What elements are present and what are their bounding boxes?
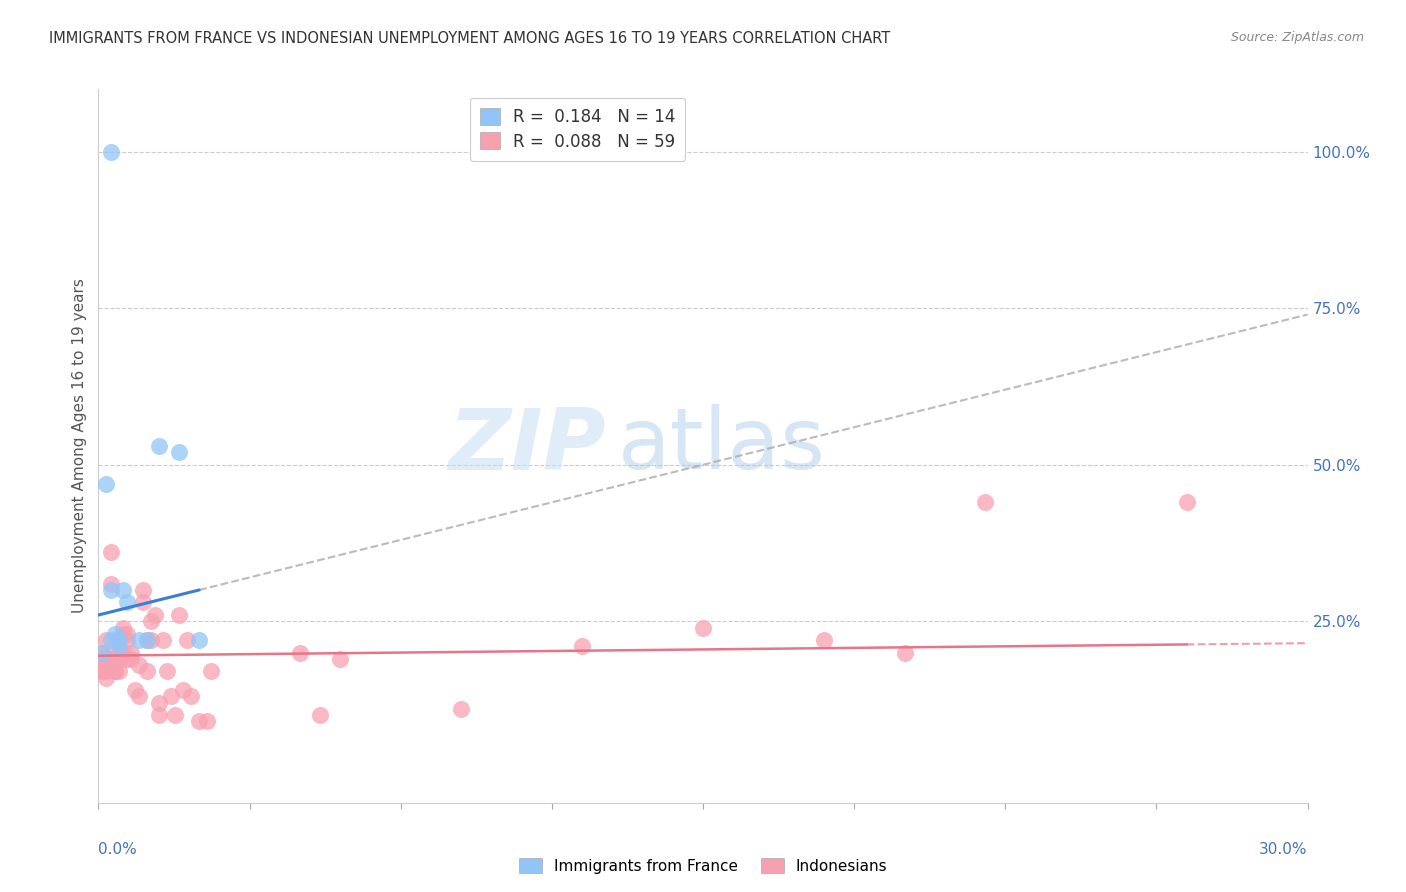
Point [974,495,997,509]
Point [167,607,190,622]
Point [120,646,142,660]
Point [107,640,129,654]
Point [143,607,166,622]
Point [1175,495,1198,509]
Point [813,633,835,648]
Point [692,621,714,635]
Point [148,708,170,723]
Point [139,614,162,628]
Point [115,633,138,648]
Point [128,633,150,648]
Point [103,665,125,679]
Point [124,683,146,698]
Point [115,595,138,609]
Point [115,652,138,666]
Point [195,714,218,729]
Point [111,646,134,660]
Point [96,476,118,491]
Point [91,665,114,679]
Point [100,576,122,591]
Point [139,633,162,648]
Point [100,646,122,660]
Text: ZIP: ZIP [449,404,606,488]
Point [100,145,122,159]
Point [163,708,186,723]
Point [107,652,129,666]
Point [100,545,122,559]
Point [329,652,352,666]
Point [128,690,150,704]
Point [107,633,129,648]
Point [107,646,129,660]
Point [188,714,211,729]
Point [111,627,134,641]
Point [176,633,198,648]
Text: atlas: atlas [619,404,827,488]
Point [107,633,129,648]
Point [152,633,174,648]
Text: 30.0%: 30.0% [1260,842,1308,857]
Point [91,658,114,673]
Point [100,633,122,648]
Point [135,665,157,679]
Point [128,658,150,673]
Point [120,652,142,666]
Legend: R =  0.184   N = 14, R =  0.088   N = 59: R = 0.184 N = 14, R = 0.088 N = 59 [470,97,685,161]
Point [309,708,332,723]
Point [100,582,122,597]
Text: 0.0%: 0.0% [98,842,138,857]
Point [96,633,118,648]
Point [188,633,211,648]
Point [180,690,202,704]
Text: IMMIGRANTS FROM FRANCE VS INDONESIAN UNEMPLOYMENT AMONG AGES 16 TO 19 YEARS CORR: IMMIGRANTS FROM FRANCE VS INDONESIAN UNE… [49,31,890,46]
Point [103,652,125,666]
Point [571,640,593,654]
Point [148,439,170,453]
Y-axis label: Unemployment Among Ages 16 to 19 years: Unemployment Among Ages 16 to 19 years [72,278,87,614]
Point [96,652,118,666]
Point [111,621,134,635]
Point [148,696,170,710]
Point [111,582,134,597]
Point [288,646,311,660]
Point [132,595,155,609]
Point [103,627,125,641]
Point [91,646,114,660]
Point [893,646,915,660]
Point [100,658,122,673]
Point [135,633,157,648]
Point [96,671,118,685]
Point [135,633,157,648]
Point [107,665,129,679]
Point [200,665,222,679]
Point [160,690,183,704]
Point [172,683,194,698]
Point [156,665,179,679]
Point [167,445,190,459]
Point [91,646,114,660]
Point [450,702,472,716]
Point [132,582,155,597]
Point [103,665,125,679]
Text: Source: ZipAtlas.com: Source: ZipAtlas.com [1230,31,1364,45]
Legend: Immigrants from France, Indonesians: Immigrants from France, Indonesians [512,852,894,880]
Point [96,665,118,679]
Point [115,627,138,641]
